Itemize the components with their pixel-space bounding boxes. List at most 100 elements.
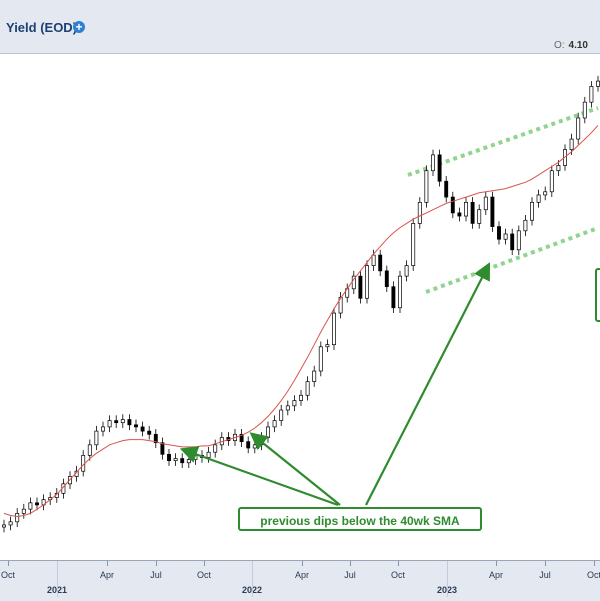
candle: [186, 454, 191, 469]
candle-body: [252, 444, 257, 449]
candle-body: [457, 212, 462, 217]
candle-body: [470, 201, 475, 224]
candle-body: [371, 254, 376, 266]
candle: [299, 390, 303, 406]
candle: [21, 503, 26, 519]
channel-lines: [407, 106, 599, 294]
candle: [404, 260, 409, 282]
candle: [134, 419, 138, 433]
candle: [332, 307, 336, 350]
candle: [338, 291, 343, 319]
candle-body: [569, 138, 574, 150]
candle-body: [87, 444, 92, 456]
candle: [15, 508, 20, 528]
candle: [523, 214, 528, 237]
candle: [576, 112, 581, 145]
candle-body: [358, 275, 363, 299]
chart-title: Yield (EOD): [6, 20, 78, 35]
candle: [510, 228, 515, 256]
candle: [318, 341, 323, 377]
chart-header: Yield (EOD) + O: 4.10: [0, 0, 600, 54]
candle-body: [365, 265, 369, 299]
candle-body: [391, 286, 396, 309]
candle-body: [464, 201, 468, 217]
candle: [285, 400, 290, 416]
channel-upper-line: [407, 106, 599, 177]
candle: [457, 207, 462, 222]
candle-body: [299, 394, 303, 401]
candle-body: [510, 233, 515, 251]
x-tick-mark: [8, 561, 9, 566]
candle: [530, 197, 534, 226]
candle-body: [312, 370, 317, 382]
candle: [114, 415, 119, 428]
candle: [35, 497, 39, 511]
candle: [358, 270, 363, 304]
candle: [206, 446, 211, 463]
candle: [503, 228, 508, 245]
candle-body: [213, 444, 218, 453]
candle: [213, 439, 218, 458]
candle-body: [437, 154, 442, 182]
candle-body: [305, 381, 310, 396]
x-axis: OctAprJulOctAprJulOctAprJulOct2021202220…: [0, 560, 600, 601]
candle-body: [589, 86, 594, 103]
candle-body: [325, 344, 330, 348]
candle: [193, 450, 198, 465]
candle-body: [239, 433, 244, 443]
candle-body: [292, 400, 297, 407]
candle-body: [523, 219, 528, 232]
sma-40wk-line: [3, 125, 599, 518]
candle: [94, 425, 99, 451]
x-tick-mark: [107, 561, 108, 566]
candle-body: [483, 196, 488, 211]
candle-body: [549, 170, 554, 193]
price-chart[interactable]: [0, 0, 600, 560]
callout-box: previous dips below the 40wk SMA: [238, 507, 482, 531]
candle-body: [120, 419, 125, 424]
candle: [516, 225, 521, 256]
candle-body: [134, 424, 138, 428]
candle-body: [431, 154, 435, 172]
add-indicator-icon[interactable]: +: [73, 21, 85, 33]
candle: [398, 270, 402, 314]
candle-body: [543, 191, 548, 196]
candle-body: [536, 194, 541, 203]
candle: [464, 197, 468, 222]
x-tick-label: Jul: [344, 570, 356, 580]
candle-body: [285, 405, 290, 411]
candle: [246, 436, 251, 454]
candle: [325, 339, 330, 353]
year-divider: [252, 561, 253, 597]
candle: [351, 270, 356, 295]
candle: [147, 425, 152, 440]
candle-body: [173, 458, 178, 462]
year-divider: [57, 561, 58, 597]
candle-body: [160, 442, 165, 455]
x-tick-label: Apr: [99, 570, 115, 580]
candle-body: [127, 419, 132, 426]
candle-body: [417, 201, 422, 224]
candle: [470, 197, 475, 229]
candle: [2, 519, 6, 533]
candle-body: [272, 420, 277, 428]
candle: [549, 165, 554, 198]
candle-body: [596, 80, 600, 87]
annotation-arrow: [365, 262, 491, 506]
x-tick-label: Oct: [0, 570, 16, 580]
candle-body: [378, 254, 383, 272]
candle-body: [114, 420, 119, 424]
candle-body: [477, 209, 482, 224]
candle: [437, 149, 442, 187]
candle: [279, 404, 284, 426]
ohlc-readout: O: 4.10: [554, 40, 588, 51]
candle: [8, 516, 13, 531]
x-tick-mark: [594, 561, 595, 566]
x-tick-mark: [545, 561, 546, 566]
candle: [483, 191, 488, 215]
candle-body: [516, 230, 521, 251]
candle-body: [444, 180, 449, 198]
candle-body: [8, 521, 13, 526]
candle: [180, 453, 185, 469]
annotation-arrows: [179, 262, 491, 507]
